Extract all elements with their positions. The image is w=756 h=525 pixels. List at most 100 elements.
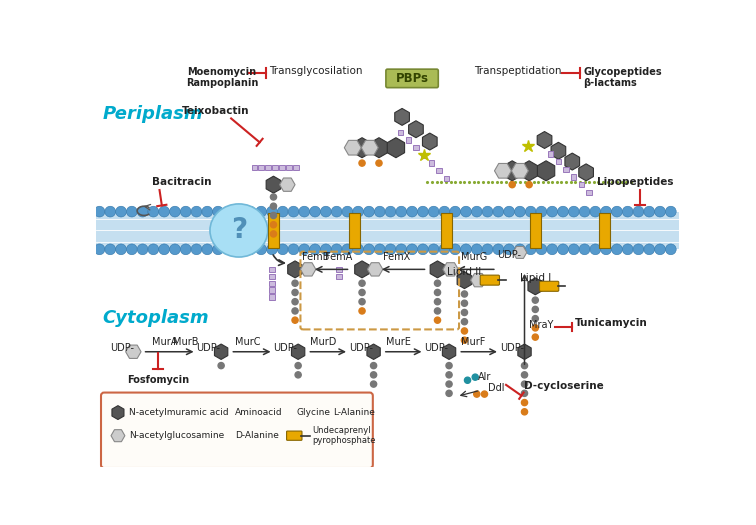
Circle shape: [460, 244, 472, 255]
Bar: [259, 165, 264, 171]
Circle shape: [310, 244, 321, 255]
Circle shape: [271, 231, 277, 237]
Circle shape: [558, 244, 569, 255]
Polygon shape: [266, 176, 280, 193]
Circle shape: [234, 206, 245, 217]
Circle shape: [364, 244, 374, 255]
Text: UDP-: UDP-: [497, 250, 521, 260]
Text: MurB: MurB: [173, 337, 199, 347]
Bar: [414, 145, 419, 150]
Circle shape: [633, 244, 644, 255]
Text: UDP-: UDP-: [500, 343, 524, 353]
Polygon shape: [520, 161, 538, 181]
Polygon shape: [430, 261, 445, 278]
Circle shape: [522, 409, 528, 415]
Circle shape: [435, 299, 441, 305]
Circle shape: [622, 244, 633, 255]
Circle shape: [396, 206, 407, 217]
Circle shape: [267, 244, 277, 255]
Circle shape: [417, 206, 428, 217]
Bar: [563, 166, 569, 172]
Bar: [336, 274, 342, 279]
Circle shape: [181, 244, 191, 255]
Bar: [269, 280, 274, 286]
Bar: [600, 213, 610, 248]
Circle shape: [271, 222, 277, 228]
Polygon shape: [112, 406, 124, 419]
Bar: [268, 213, 279, 248]
Circle shape: [116, 244, 126, 255]
Text: UDP-: UDP-: [274, 343, 298, 353]
Circle shape: [428, 206, 439, 217]
Circle shape: [224, 244, 234, 255]
Polygon shape: [443, 262, 458, 276]
Polygon shape: [125, 345, 141, 359]
Text: Aminoacid: Aminoacid: [235, 408, 283, 417]
Circle shape: [137, 244, 148, 255]
Circle shape: [407, 244, 417, 255]
Text: N-acetylglucosamine: N-acetylglucosamine: [129, 431, 224, 440]
Circle shape: [310, 206, 321, 217]
Circle shape: [137, 206, 148, 217]
Circle shape: [212, 206, 224, 217]
Text: Ddl: Ddl: [488, 383, 504, 393]
Bar: [287, 165, 292, 171]
Circle shape: [428, 244, 439, 255]
Circle shape: [218, 363, 225, 369]
Circle shape: [569, 206, 579, 217]
Circle shape: [522, 400, 528, 406]
Circle shape: [292, 308, 298, 314]
Polygon shape: [528, 278, 543, 295]
Circle shape: [461, 300, 467, 306]
Ellipse shape: [210, 204, 268, 257]
Circle shape: [525, 244, 536, 255]
Circle shape: [116, 206, 126, 217]
Circle shape: [271, 203, 277, 209]
Text: MurE: MurE: [386, 337, 411, 347]
Circle shape: [407, 206, 417, 217]
Bar: [265, 165, 271, 171]
Bar: [269, 288, 274, 293]
Bar: [336, 267, 342, 272]
Text: UDP-: UDP-: [110, 343, 135, 353]
Circle shape: [460, 206, 472, 217]
Circle shape: [450, 206, 460, 217]
Polygon shape: [511, 163, 528, 178]
Circle shape: [446, 372, 452, 378]
Circle shape: [435, 308, 441, 314]
Circle shape: [482, 244, 493, 255]
Circle shape: [292, 317, 298, 323]
Bar: [421, 153, 426, 158]
Text: FemB: FemB: [302, 251, 330, 261]
Circle shape: [532, 325, 538, 331]
Circle shape: [321, 206, 331, 217]
Circle shape: [461, 291, 467, 297]
FancyBboxPatch shape: [386, 69, 438, 88]
Circle shape: [526, 182, 532, 188]
Circle shape: [493, 206, 503, 217]
Circle shape: [267, 206, 277, 217]
Bar: [293, 165, 299, 171]
Circle shape: [224, 432, 231, 439]
Circle shape: [342, 206, 353, 217]
Circle shape: [522, 390, 528, 396]
Bar: [444, 176, 449, 181]
Circle shape: [525, 206, 536, 217]
Text: Undecaprenyl
pyrophosphate: Undecaprenyl pyrophosphate: [312, 426, 376, 445]
Bar: [349, 213, 360, 248]
Circle shape: [633, 206, 644, 217]
Bar: [587, 190, 592, 195]
Circle shape: [234, 244, 245, 255]
Circle shape: [515, 244, 525, 255]
Circle shape: [536, 206, 547, 217]
Polygon shape: [408, 121, 423, 138]
Circle shape: [159, 206, 169, 217]
Circle shape: [292, 299, 298, 305]
Circle shape: [364, 206, 374, 217]
Circle shape: [202, 206, 212, 217]
Circle shape: [169, 244, 181, 255]
Circle shape: [536, 244, 547, 255]
Bar: [579, 182, 584, 187]
Text: N-acetylmuramic acid: N-acetylmuramic acid: [129, 408, 228, 417]
Text: Transpeptidation: Transpeptidation: [474, 66, 561, 76]
